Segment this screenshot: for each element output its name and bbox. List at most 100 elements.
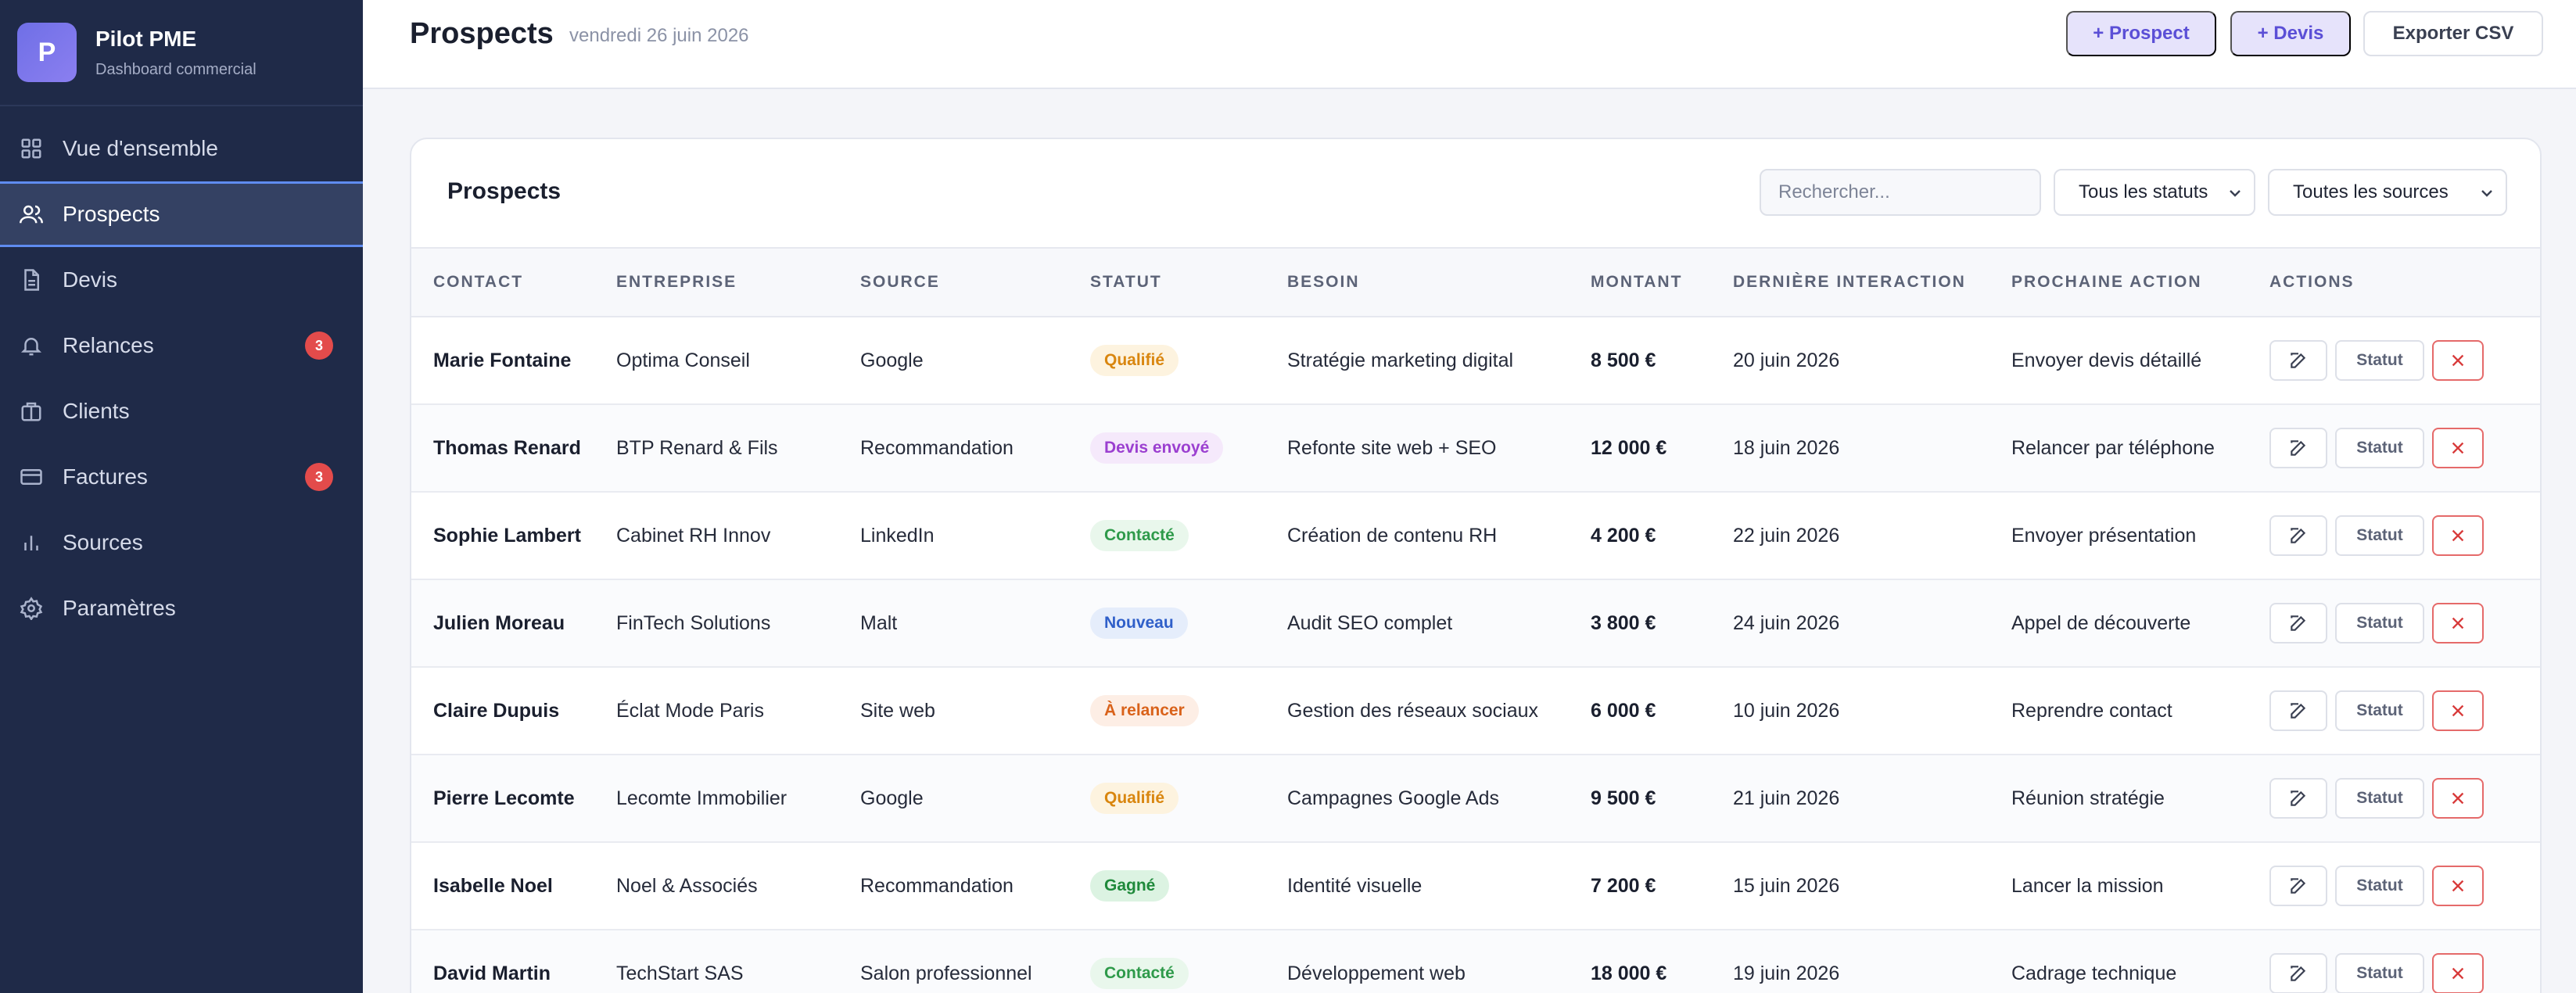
delete-button[interactable]	[2432, 428, 2484, 468]
sidebar-item-label: Paramètres	[63, 596, 176, 620]
company-cell: Optima Conseil	[616, 349, 750, 371]
last-interaction-cell: 22 juin 2026	[1733, 524, 1840, 547]
column-header: ENTREPRISE	[616, 247, 860, 317]
change-status-button[interactable]: Statut	[2335, 778, 2424, 819]
edit-icon	[2288, 963, 2309, 984]
gear-icon	[19, 596, 44, 621]
column-header: SOURCE	[860, 247, 1090, 317]
next-action-cell: Reprendre contact	[2011, 699, 2172, 722]
next-action-cell: Relancer par téléphone	[2011, 436, 2215, 459]
count-badge: 3	[305, 463, 333, 491]
edit-icon	[2288, 788, 2309, 808]
delete-button[interactable]	[2432, 515, 2484, 556]
app-subtitle: Dashboard commercial	[95, 60, 257, 78]
status-cell: Gagné	[1090, 842, 1287, 930]
delete-button[interactable]	[2432, 953, 2484, 993]
source-cell: Google	[860, 349, 924, 371]
delete-button[interactable]	[2432, 603, 2484, 643]
search-input[interactable]	[1760, 169, 2041, 216]
sidebar-item[interactable]: Clients	[0, 378, 363, 444]
change-status-button[interactable]: Statut	[2335, 603, 2424, 643]
edit-icon	[2288, 613, 2309, 633]
close-icon	[2449, 702, 2467, 719]
change-status-button[interactable]: Statut	[2335, 340, 2424, 381]
row-actions: Statut	[2269, 866, 2540, 906]
sidebar-item[interactable]: Vue d'ensemble	[0, 116, 363, 181]
source-filter-value: Toutes les sources	[2293, 181, 2449, 203]
edit-icon	[2288, 438, 2309, 458]
table-header-row: CONTACT ENTREPRISE SOURCE STATUT BESOIN MONTA…	[411, 247, 2540, 317]
table-row: Thomas Renard BTP Renard & Fils Recommanda…	[411, 404, 2540, 492]
sidebar-item[interactable]: Factures 3	[0, 444, 363, 510]
edit-button[interactable]	[2269, 953, 2327, 993]
status-cell: Contacté	[1090, 492, 1287, 579]
source-filter-select[interactable]: Toutes les sources	[2268, 169, 2507, 216]
add-prospect-button[interactable]: + Prospect	[2066, 11, 2216, 56]
prospects-card: Prospects Tous les statuts Toutes les so…	[410, 138, 2542, 993]
delete-button[interactable]	[2432, 866, 2484, 906]
edit-button[interactable]	[2269, 690, 2327, 731]
source-cell: Site web	[860, 699, 935, 722]
table-row: Marie Fontaine Optima Conseil Google Qualif…	[411, 317, 2540, 404]
change-status-button[interactable]: Statut	[2335, 690, 2424, 731]
company-cell: FinTech Solutions	[616, 611, 771, 634]
amount-cell: 12 000 €	[1591, 436, 1667, 459]
sidebar-item[interactable]: Paramètres	[0, 575, 363, 641]
amount-cell: 4 200 €	[1591, 524, 1656, 547]
sidebar-item-label: Factures	[63, 464, 148, 489]
table-row: Sophie Lambert Cabinet RH Innov LinkedIn Co…	[411, 492, 2540, 579]
row-actions: Statut	[2269, 603, 2540, 643]
actions-cell: Statut	[2269, 755, 2540, 842]
need-cell: Création de contenu RH	[1287, 524, 1498, 547]
next-action-cell: Envoyer devis détaillé	[2011, 349, 2202, 371]
actions-cell: Statut	[2269, 579, 2540, 667]
sidebar-item[interactable]: Relances 3	[0, 313, 363, 378]
change-status-button[interactable]: Statut	[2335, 515, 2424, 556]
add-devis-button[interactable]: + Devis	[2230, 11, 2351, 56]
need-cell: Gestion des réseaux sociaux	[1287, 699, 1539, 722]
column-header: BESOIN	[1287, 247, 1591, 317]
next-action-cell: Cadrage technique	[2011, 962, 2177, 984]
sidebar-item[interactable]: Prospects	[0, 181, 363, 247]
edit-button[interactable]	[2269, 515, 2327, 556]
edit-button[interactable]	[2269, 866, 2327, 906]
status-badge: Nouveau	[1090, 608, 1188, 639]
chevron-down-icon	[2227, 185, 2243, 200]
next-action-cell: Lancer la mission	[2011, 874, 2164, 897]
change-status-button[interactable]: Statut	[2335, 953, 2424, 993]
close-icon	[2449, 615, 2467, 632]
delete-button[interactable]	[2432, 778, 2484, 819]
change-status-button[interactable]: Statut	[2335, 866, 2424, 906]
column-header: DERNIÈRE INTERACTION	[1733, 247, 2011, 317]
status-filter-select[interactable]: Tous les statuts	[2054, 169, 2255, 216]
contact-cell: Thomas Renard	[433, 436, 581, 459]
company-cell: Cabinet RH Innov	[616, 524, 771, 547]
page-header: Prospects vendredi 26 juin 2026 + Prospe…	[363, 0, 2576, 89]
export-csv-button[interactable]: Exporter CSV	[2363, 11, 2543, 56]
edit-icon	[2288, 876, 2309, 896]
edit-button[interactable]	[2269, 340, 2327, 381]
source-cell: Recommandation	[860, 874, 1014, 897]
row-actions: Statut	[2269, 953, 2540, 993]
edit-button[interactable]	[2269, 428, 2327, 468]
sidebar-nav: Vue d'ensemble Prospects Devis Relances 3 Cli…	[0, 116, 363, 641]
edit-button[interactable]	[2269, 603, 2327, 643]
sidebar-item-label: Vue d'ensemble	[63, 136, 218, 160]
bar-chart-icon	[19, 530, 44, 555]
actions-cell: Statut	[2269, 317, 2540, 404]
edit-button[interactable]	[2269, 778, 2327, 819]
delete-button[interactable]	[2432, 690, 2484, 731]
amount-cell: 6 000 €	[1591, 699, 1656, 722]
delete-button[interactable]	[2432, 340, 2484, 381]
status-cell: À relancer	[1090, 667, 1287, 755]
contact-cell: Pierre Lecomte	[433, 787, 575, 809]
change-status-button[interactable]: Statut	[2335, 428, 2424, 468]
contact-cell: Marie Fontaine	[433, 349, 572, 371]
sidebar-item[interactable]: Sources	[0, 510, 363, 575]
column-header: ACTIONS	[2269, 247, 2540, 317]
sidebar-item[interactable]: Devis	[0, 247, 363, 313]
status-badge: Contacté	[1090, 520, 1189, 551]
amount-cell: 7 200 €	[1591, 874, 1656, 897]
sidebar-item-label: Clients	[63, 399, 130, 423]
next-action-cell: Appel de découverte	[2011, 611, 2191, 634]
